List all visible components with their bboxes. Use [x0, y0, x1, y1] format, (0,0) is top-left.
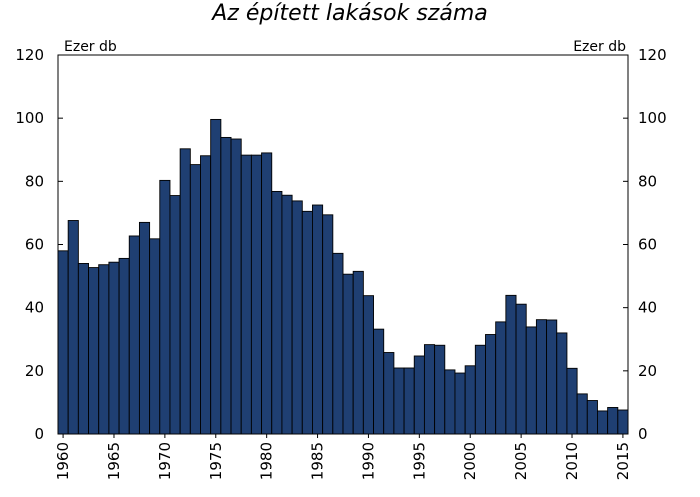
y-tick-label-left: 100	[15, 109, 44, 127]
bar-1972	[180, 149, 190, 434]
bar-1983	[292, 201, 302, 434]
bar-2011	[577, 394, 587, 434]
bar-2006	[526, 327, 536, 434]
bar-1979	[251, 155, 261, 434]
bar-1999	[455, 373, 465, 434]
x-tick-label-1990: 1990	[359, 442, 377, 480]
bar-1990	[363, 296, 373, 434]
y-tick-label-left: 60	[25, 236, 44, 254]
bar-1962	[78, 263, 88, 434]
bar-2001	[475, 345, 485, 434]
bar-1992	[384, 353, 394, 434]
bar-1988	[343, 274, 353, 434]
x-tick-label-1975: 1975	[207, 442, 225, 480]
y-tick-label-left: 80	[25, 172, 44, 190]
x-tick-label-2005: 2005	[512, 442, 530, 480]
x-tick-label-1985: 1985	[309, 442, 327, 480]
y-tick-label-left: 0	[34, 425, 44, 443]
bar-1960	[58, 251, 68, 434]
bar-1989	[353, 271, 363, 434]
bar-1977	[231, 139, 241, 434]
y-tick-label-right: 100	[638, 109, 667, 127]
bar-1961	[68, 221, 78, 435]
bar-1970	[160, 180, 170, 434]
bar-1968	[139, 222, 149, 434]
y-tick-label-right: 60	[638, 236, 657, 254]
x-tick-label-1995: 1995	[410, 442, 428, 480]
bar-1967	[129, 236, 139, 434]
bar-2012	[587, 401, 597, 434]
bar-2015	[618, 410, 628, 434]
x-tick-label-2000: 2000	[461, 442, 479, 480]
bar-1969	[150, 239, 160, 434]
bar-2002	[486, 335, 496, 434]
bar-1976	[221, 137, 231, 434]
bar-1993	[394, 368, 404, 434]
x-tick-label-2015: 2015	[614, 442, 632, 480]
bar-1978	[241, 155, 251, 434]
bar-2013	[597, 411, 607, 434]
bar-2005	[516, 304, 526, 434]
bar-1986	[323, 215, 333, 434]
bar-1998	[445, 370, 455, 434]
bar-1980	[262, 153, 272, 434]
x-tick-label-1965: 1965	[105, 442, 123, 480]
bar-2014	[608, 407, 618, 434]
bar-1996	[424, 345, 434, 434]
bar-2000	[465, 366, 475, 434]
bar-1974	[201, 156, 211, 434]
bars-group	[58, 119, 628, 434]
bar-2010	[567, 368, 577, 434]
bar-2009	[557, 333, 567, 434]
bar-1973	[190, 165, 200, 434]
y-tick-label-right: 40	[638, 299, 657, 317]
bar-1971	[170, 196, 180, 434]
bar-2008	[547, 320, 557, 434]
y-tick-label-left: 20	[25, 362, 44, 380]
bar-2004	[506, 295, 516, 434]
bar-1975	[211, 119, 221, 434]
y-tick-label-right: 20	[638, 362, 657, 380]
bar-1984	[302, 211, 312, 434]
bar-1994	[404, 368, 414, 434]
bar-1995	[414, 356, 424, 434]
bar-1964	[99, 265, 109, 434]
bar-1985	[312, 205, 322, 434]
x-tick-label-2010: 2010	[563, 442, 581, 480]
y-tick-label-right: 80	[638, 172, 657, 190]
y-tick-label-right: 0	[638, 425, 648, 443]
y-tick-label-left: 120	[15, 46, 44, 64]
x-tick-label-1960: 1960	[54, 442, 72, 480]
y-tick-label-right: 120	[638, 46, 667, 64]
bar-2003	[496, 322, 506, 434]
bar-1991	[374, 329, 384, 434]
bar-1981	[272, 191, 282, 434]
bar-1987	[333, 253, 343, 434]
unit-label-right: Ezer db	[573, 39, 626, 55]
x-tick-label-1970: 1970	[156, 442, 174, 480]
y-tick-label-left: 40	[25, 299, 44, 317]
bar-1982	[282, 195, 292, 434]
bar-1997	[435, 345, 445, 434]
unit-label-left: Ezer db	[64, 39, 117, 55]
x-tick-label-1980: 1980	[258, 442, 276, 480]
bar-1965	[109, 262, 119, 434]
bar-1966	[119, 258, 129, 434]
bar-1963	[89, 268, 99, 434]
bar-2007	[536, 320, 546, 434]
